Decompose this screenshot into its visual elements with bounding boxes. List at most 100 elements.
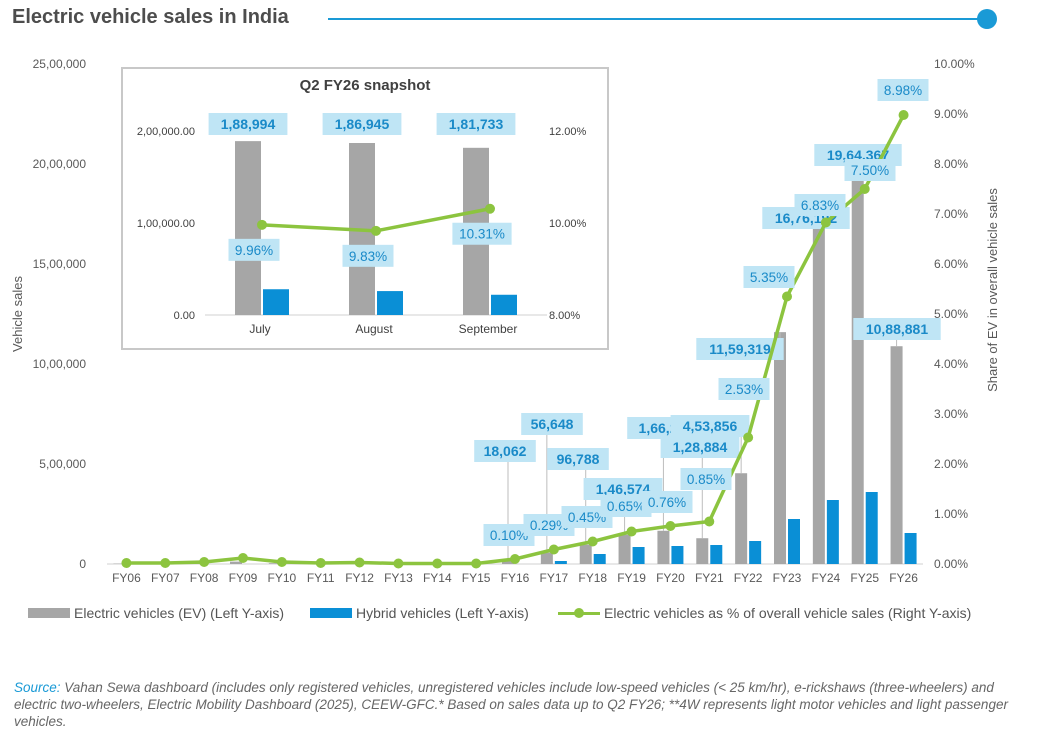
share-point-FY07 xyxy=(160,558,171,568)
share-value-label-FY25: 7.50% xyxy=(851,163,889,178)
x-tick-label: FY21 xyxy=(695,571,724,585)
bar-ev-FY10 xyxy=(268,563,281,564)
y2-tick-label: 7.00% xyxy=(934,207,968,221)
bar-hybrid-FY23 xyxy=(788,519,800,564)
bar-value-label-FY22: 4,53,856 xyxy=(683,418,738,434)
bar-hybrid-FY21 xyxy=(710,545,723,564)
bar-hybrid-FY17 xyxy=(554,561,567,564)
bar-ev-FY24 xyxy=(812,228,825,564)
legend-swatch-share xyxy=(558,607,600,619)
inset-share-point-September xyxy=(485,203,495,214)
share-point-FY18 xyxy=(587,536,598,547)
share-point-FY19 xyxy=(626,526,637,537)
bar-ev-FY25 xyxy=(851,171,864,565)
share-point-FY26 xyxy=(898,110,909,120)
inset-bar-label-box xyxy=(208,113,288,135)
bar-value-label-FY17: 56,648 xyxy=(531,416,574,432)
bar-ev-FY26 xyxy=(890,346,903,564)
bar-ev-FY22 xyxy=(735,473,748,564)
inset-share-value-label-July: 9.96% xyxy=(235,243,273,258)
x-tick-label: FY23 xyxy=(773,571,802,585)
title-dot xyxy=(977,9,997,29)
share-point-FY20 xyxy=(665,521,676,531)
share-point-FY13 xyxy=(393,558,404,569)
share-point-FY06 xyxy=(121,558,132,568)
inset-y2-tick-label: 10.00% xyxy=(549,218,587,230)
x-tick-label: FY09 xyxy=(229,571,258,585)
y2-axis-title: Share of EV in overall vehicle sales xyxy=(985,188,1000,392)
bar-label-box xyxy=(660,436,740,458)
x-tick-label: FY11 xyxy=(307,571,335,585)
x-tick-label: FY08 xyxy=(190,571,219,585)
bar-label-box xyxy=(521,413,583,435)
bar-ev-FY20 xyxy=(657,530,670,564)
share-value-label-FY21: 0.85% xyxy=(687,472,725,487)
bar-ev-FY21 xyxy=(696,538,709,564)
legend-swatch-ev xyxy=(28,608,70,618)
bar-ev-FY09 xyxy=(230,561,242,564)
bar-value-label-FY19: 1,46,574 xyxy=(596,481,651,497)
bar-hybrid-FY24 xyxy=(826,500,839,564)
inset-bar-hybrid-August xyxy=(377,291,403,315)
share-label-box xyxy=(600,495,652,517)
share-point-FY08 xyxy=(199,557,210,567)
bar-label-box xyxy=(853,318,941,340)
inset-y2-tick-label: 8.00% xyxy=(549,310,580,322)
bar-ev-FY18 xyxy=(579,544,592,564)
y2-tick-label: 3.00% xyxy=(934,407,968,421)
legend-label-share: Electric vehicles as % of overall vehicl… xyxy=(604,605,972,621)
x-tick-label: FY17 xyxy=(540,571,569,585)
y2-tick-label: 9.00% xyxy=(934,107,968,121)
share-label-box xyxy=(844,159,896,181)
y2-tick-label: 2.00% xyxy=(934,457,968,471)
share-value-label-FY23: 5.35% xyxy=(750,270,788,285)
main-chart: 0 5,00,000 10,00,000 15,00,000 20,00,000 25,0… xyxy=(10,57,1000,585)
share-point-FY16 xyxy=(510,554,520,564)
x-tick-label: FY14 xyxy=(423,571,452,585)
inset-share-point-July xyxy=(257,219,267,230)
bar-value-label-FY20: 1,66,2 xyxy=(639,420,678,436)
bar-label-box xyxy=(696,338,784,360)
x-tick-label: FY25 xyxy=(850,571,879,585)
x-tick-label: FY26 xyxy=(889,571,918,585)
y-tick-label: 5,00,000 xyxy=(39,457,86,471)
share-point-FY21 xyxy=(704,516,715,527)
share-point-FY14 xyxy=(432,558,443,569)
y-tick-label: 10,00,000 xyxy=(33,357,87,371)
bar-ev-FY19 xyxy=(618,534,631,564)
inset-chart: Q2 FY26 snapshot 0.00 1,00,000.00 2,00,000.… xyxy=(137,77,587,336)
inset-chart-panel: Q2 FY26 snapshot 0.00 1,00,000.00 2,00,000.… xyxy=(121,67,609,350)
legend-item-hybrid: Hybrid vehicles (Left Y-axis) xyxy=(310,605,529,621)
share-point-FY25 xyxy=(859,184,870,194)
legend-swatch-hybrid xyxy=(310,608,352,618)
share-label-box xyxy=(794,194,846,216)
x-tick-label: FY13 xyxy=(384,571,413,585)
bar-value-label-FY23: 11,59,319 xyxy=(709,341,771,357)
bar-value-label-FY18: 96,788 xyxy=(557,451,600,467)
inset-bar-label-box xyxy=(322,113,402,135)
bar-label-box xyxy=(474,440,536,462)
inset-bar-value-label-July: 1,88,994 xyxy=(221,116,276,132)
y-tick-label: 0 xyxy=(79,557,86,571)
share-value-label-FY26: 8.98% xyxy=(884,83,922,98)
bar-hybrid-FY25 xyxy=(865,492,878,564)
share-label-box xyxy=(561,506,613,528)
source-label: Source: xyxy=(14,680,61,695)
title-rule xyxy=(328,18,978,20)
inset-x-tick-label: September xyxy=(459,322,518,336)
x-tick-label: FY20 xyxy=(656,571,685,585)
inset-bar-hybrid-July xyxy=(263,289,289,315)
share-point-FY12 xyxy=(354,557,365,568)
legend-item-share: Electric vehicles as % of overall vehicl… xyxy=(558,605,971,621)
inset-y-tick-label: 2,00,000.00 xyxy=(137,126,195,138)
y-tick-label: 15,00,000 xyxy=(33,257,87,271)
bar-hybrid-FY26 xyxy=(904,533,917,564)
bar-value-label-FY16: 18,062 xyxy=(484,443,527,459)
inset-x-tick-label: August xyxy=(355,322,393,336)
y2-tick-label: 4.00% xyxy=(934,357,968,371)
legend-label-hybrid: Hybrid vehicles (Left Y-axis) xyxy=(356,605,529,621)
y2-tick-label: 8.00% xyxy=(934,157,968,171)
inset-bar-hybrid-September xyxy=(491,294,517,315)
page-title: Electric vehicle sales in India xyxy=(12,6,289,28)
y2-tick-label: 6.00% xyxy=(934,257,968,271)
